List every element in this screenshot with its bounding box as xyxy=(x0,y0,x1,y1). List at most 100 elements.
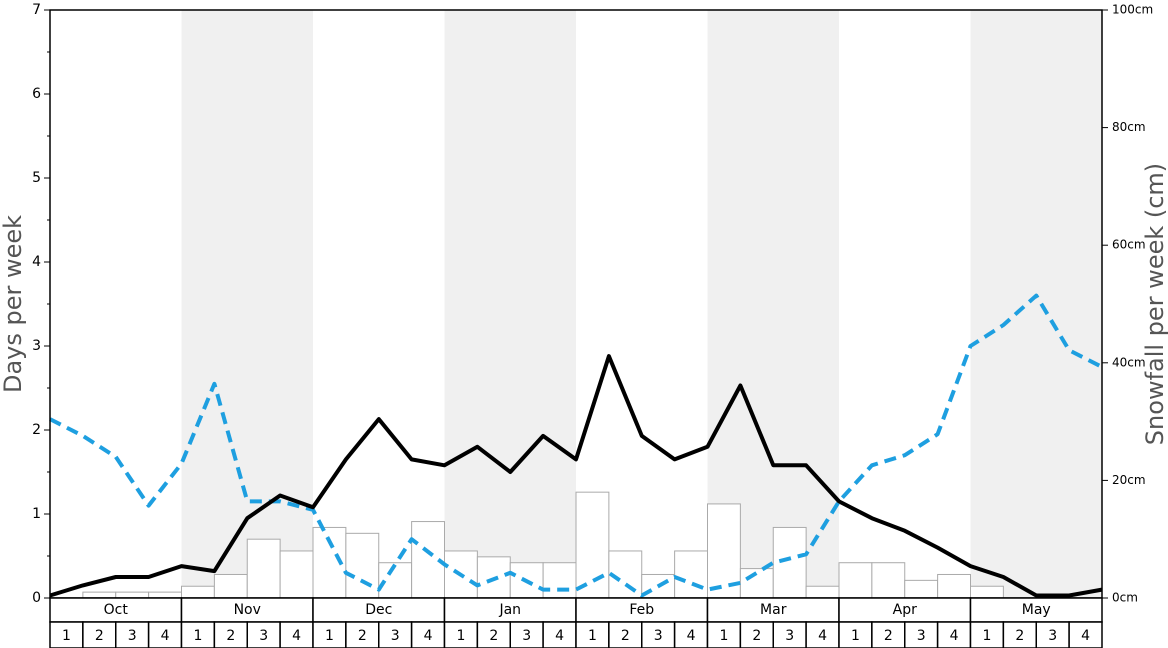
week-label: 4 xyxy=(950,628,959,644)
y2-tick-label: 0cm xyxy=(1112,591,1138,605)
y-tick-label: 2 xyxy=(32,422,41,438)
month-cell xyxy=(706,597,840,623)
week-cell xyxy=(115,621,150,648)
week-label: 2 xyxy=(226,628,235,644)
week-cell xyxy=(147,621,183,648)
bar xyxy=(904,579,939,599)
month-cell xyxy=(969,597,1103,623)
y2-axis-label: Snowfall per week (cm) xyxy=(1141,163,1168,445)
week-cell xyxy=(641,621,676,648)
month-label: Mar xyxy=(760,602,787,618)
month-label: Apr xyxy=(893,602,917,618)
bar xyxy=(345,532,380,599)
week-label: 3 xyxy=(917,628,926,644)
y2-tick-label: 100cm xyxy=(1112,3,1153,17)
week-label: 1 xyxy=(982,628,991,644)
bar xyxy=(739,568,774,599)
week-cell xyxy=(542,621,577,648)
line xyxy=(49,293,1103,598)
bar xyxy=(772,526,807,599)
month-label: May xyxy=(1022,602,1051,618)
week-label: 2 xyxy=(621,628,630,644)
week-label: 2 xyxy=(489,628,498,644)
week-label: 3 xyxy=(785,628,794,644)
week-cell xyxy=(838,621,873,648)
week-label: 4 xyxy=(292,628,301,644)
band xyxy=(181,10,313,598)
week-cell xyxy=(443,621,479,648)
y2-tick-label: 40cm xyxy=(1112,355,1146,369)
month-label: Oct xyxy=(104,602,129,618)
bar xyxy=(115,591,150,599)
y-tick-label: 0 xyxy=(32,590,41,606)
bar xyxy=(871,562,906,599)
bar xyxy=(148,591,182,599)
week-label: 1 xyxy=(456,628,465,644)
bar xyxy=(838,562,873,599)
week-label: 4 xyxy=(1081,628,1090,644)
week-label: 4 xyxy=(818,628,827,644)
week-cell xyxy=(1068,621,1103,648)
y-tick-label: 3 xyxy=(32,338,41,354)
week-label: 3 xyxy=(522,628,531,644)
bar xyxy=(542,562,577,599)
week-label: 3 xyxy=(1048,628,1057,644)
week-cell xyxy=(312,621,347,648)
y2-tick-label: 60cm xyxy=(1112,238,1146,252)
week-label: 2 xyxy=(95,628,104,644)
bar xyxy=(970,585,1004,599)
y-tick-label: 7 xyxy=(32,2,41,18)
bar xyxy=(575,491,610,599)
week-label: 3 xyxy=(259,628,268,644)
y2-tick-label: 80cm xyxy=(1112,120,1146,134)
bar xyxy=(674,550,708,599)
month-label: Nov xyxy=(234,602,261,618)
week-label: 1 xyxy=(851,628,860,644)
week-cell xyxy=(509,621,544,648)
month-cell xyxy=(180,597,314,623)
week-label: 2 xyxy=(884,628,893,644)
bar xyxy=(805,585,840,599)
week-label: 3 xyxy=(128,628,137,644)
week-label: 3 xyxy=(654,628,663,644)
week-label: 4 xyxy=(555,628,564,644)
week-cell xyxy=(871,621,906,648)
band xyxy=(707,10,839,598)
y-tick-label: 1 xyxy=(32,506,41,522)
week-label: 1 xyxy=(719,628,728,644)
y-tick-label: 6 xyxy=(32,86,41,102)
week-label: 4 xyxy=(424,628,433,644)
week-label: 4 xyxy=(161,628,170,644)
line xyxy=(49,354,1103,598)
bar xyxy=(213,573,248,599)
week-cell xyxy=(246,621,281,648)
week-cell xyxy=(279,621,314,648)
y-tick-label: 4 xyxy=(32,254,41,270)
y-tick-label: 5 xyxy=(32,170,41,186)
week-cell xyxy=(82,621,117,648)
bar xyxy=(82,591,117,599)
bar xyxy=(246,538,281,599)
week-label: 1 xyxy=(588,628,597,644)
month-label: Feb xyxy=(629,602,654,618)
bar xyxy=(937,573,971,599)
week-cell xyxy=(410,621,446,648)
bar xyxy=(279,550,314,599)
week-cell xyxy=(608,621,643,648)
y2-tick-label: 20cm xyxy=(1112,473,1146,487)
bar xyxy=(181,585,215,599)
week-cell xyxy=(1002,621,1037,648)
week-cell xyxy=(936,621,972,648)
week-label: 1 xyxy=(325,628,334,644)
week-label: 1 xyxy=(193,628,202,644)
week-label: 2 xyxy=(752,628,761,644)
week-cell xyxy=(213,621,248,648)
month-label: Dec xyxy=(365,602,392,618)
week-label: 2 xyxy=(358,628,367,644)
week-cell xyxy=(1035,621,1070,648)
week-label: 1 xyxy=(62,628,71,644)
month-label: Jan xyxy=(498,602,521,618)
week-label: 3 xyxy=(391,628,400,644)
y-axis-label: Days per week xyxy=(0,215,27,393)
